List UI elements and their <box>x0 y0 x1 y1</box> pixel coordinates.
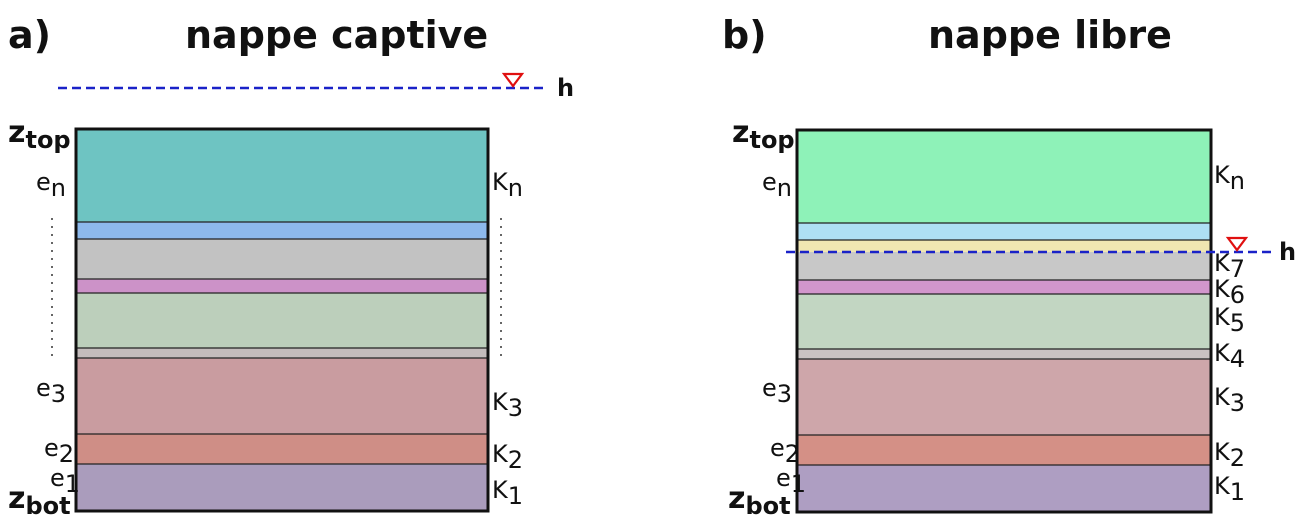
panel-a-water-level-marker-icon <box>504 74 522 86</box>
panel-a-label-en: en <box>36 168 66 202</box>
panel-a-label-k3: K3 <box>492 388 523 422</box>
panel-a-layer-2 <box>77 434 487 464</box>
panel-a-layer-blue <box>77 222 487 239</box>
panel-b-letter: b) <box>722 13 767 57</box>
panel-b-label-k1: K1 <box>1214 472 1245 506</box>
panel-a-water-level-label: h <box>557 74 574 102</box>
panel-b-layer-blue <box>798 223 1210 240</box>
panel-b-layers <box>798 131 1210 511</box>
panel-b-layer-5 <box>798 294 1210 349</box>
panel-b-label-k3: K3 <box>1214 383 1245 417</box>
panel-a-label-e3: e3 <box>36 374 66 408</box>
panel-a-ztop-label: ztop <box>8 115 71 154</box>
panel-a-layer-grey <box>77 239 487 279</box>
panel-b-layer-3 <box>798 359 1210 435</box>
panel-a-title: nappe captive <box>185 13 488 57</box>
panel-b-label-e3: e3 <box>762 374 792 408</box>
panel-b-layer-n <box>798 131 1210 223</box>
panel-b-label-k2: K2 <box>1214 438 1245 472</box>
panel-a-letter: a) <box>8 13 51 57</box>
panel-b-ztop-label: ztop <box>732 115 795 154</box>
panel-a-label-e2: e2 <box>44 434 74 468</box>
panel-a-layer-1 <box>77 464 487 510</box>
panel-a-label-kn: Kn <box>492 168 523 202</box>
panel-b-water-table-marker-icon <box>1228 238 1246 250</box>
panel-b-water-table-label: h <box>1279 238 1296 266</box>
panel-a-label-k1: K1 <box>492 476 523 510</box>
panel-a-confined-aquifer: a) nappe captive h ztop zbot <box>8 13 574 518</box>
panel-a-layers <box>77 130 487 510</box>
panel-a-layer-3 <box>77 358 487 434</box>
panel-a-layer-n <box>77 130 487 222</box>
panel-b-label-kn: Kn <box>1214 161 1245 195</box>
panel-a-layer-sage <box>77 293 487 348</box>
panel-b-layer-6 <box>798 280 1210 294</box>
panel-b-label-e2: e2 <box>770 434 800 468</box>
panel-b-layer-1 <box>798 465 1210 511</box>
panel-b-label-k4: K4 <box>1214 339 1245 373</box>
panel-b-unconfined-aquifer: b) nappe libre ztop zbot <box>722 13 1296 518</box>
panel-b-title: nappe libre <box>928 13 1172 57</box>
panel-a-label-k2: K2 <box>492 440 523 474</box>
panel-b-layer-yellow <box>798 240 1210 252</box>
panel-a-layer-thin-grey <box>77 348 487 358</box>
panel-a-layer-pink <box>77 279 487 293</box>
panel-b-layer-2 <box>798 435 1210 465</box>
panel-b-layer-4 <box>798 349 1210 359</box>
panel-b-label-en: en <box>762 168 792 202</box>
panel-b-label-k5: K5 <box>1214 303 1245 337</box>
panel-b-layer-7 <box>798 252 1210 280</box>
